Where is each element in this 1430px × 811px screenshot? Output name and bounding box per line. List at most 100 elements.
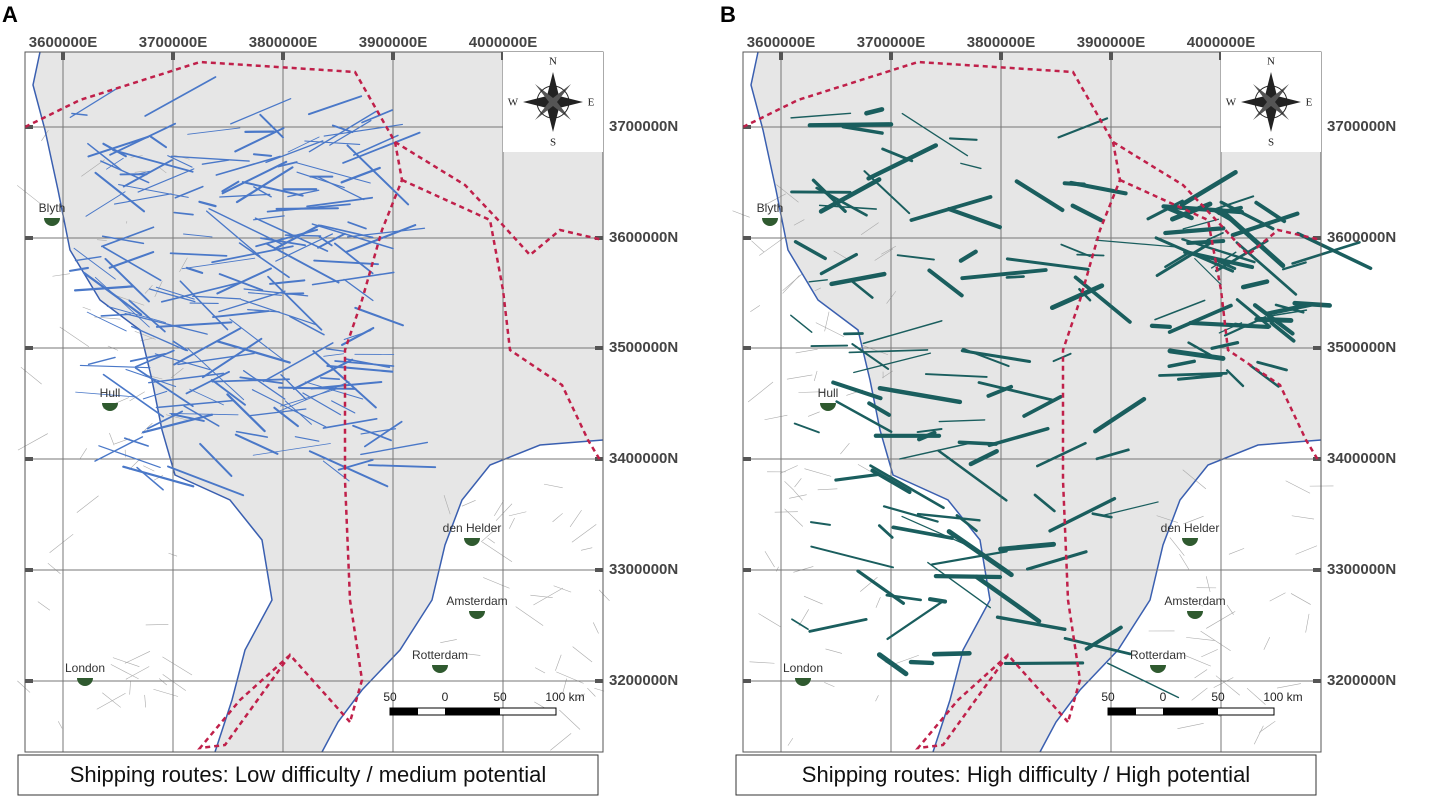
road (1276, 683, 1301, 689)
shipping-route (790, 314, 813, 333)
shipping-route (265, 140, 324, 163)
land (1040, 440, 1321, 752)
shipping-route (325, 348, 345, 352)
city-label: Blyth (757, 201, 784, 215)
road (154, 280, 163, 297)
boundary (401, 178, 602, 461)
shipping-route (144, 76, 217, 117)
road (1228, 548, 1245, 555)
shipping-route (367, 464, 437, 469)
scale-label: 50 (1211, 690, 1225, 704)
x-tick-label: 3900000E (359, 34, 427, 51)
road (146, 374, 163, 380)
shipping-route (1036, 441, 1087, 468)
shipping-route (363, 420, 403, 448)
x-tick-label: 3700000E (857, 34, 925, 51)
shipping-route (179, 280, 229, 331)
shipping-route (998, 541, 1057, 552)
road (895, 654, 919, 664)
road (776, 184, 799, 203)
shipping-route (867, 401, 892, 417)
shipping-route (177, 352, 255, 366)
shipping-route (1161, 204, 1245, 215)
compass-star (1253, 84, 1289, 120)
road (179, 257, 188, 273)
land (25, 52, 272, 752)
shipping-route (1225, 369, 1245, 388)
road (875, 596, 881, 608)
shipping-route (342, 131, 421, 164)
shipping-route (155, 321, 233, 328)
road (840, 442, 850, 455)
road (1305, 613, 1310, 633)
road (143, 465, 155, 472)
shipping-route (183, 233, 213, 238)
scale-label: 100 km (1263, 690, 1302, 704)
shipping-route (968, 448, 999, 467)
shipping-route (361, 109, 394, 124)
shipping-route (307, 95, 363, 116)
road (774, 511, 798, 513)
shipping-route (189, 388, 224, 406)
shipping-route (254, 217, 329, 252)
shipping-route (809, 521, 831, 526)
shipping-route (186, 347, 245, 401)
shipping-route (273, 406, 299, 428)
caption-box (17, 754, 599, 796)
shipping-route (75, 391, 134, 398)
road (758, 613, 782, 628)
shipping-route (1240, 279, 1270, 290)
shipping-route (230, 98, 292, 125)
shipping-route (265, 242, 340, 284)
shipping-route (1048, 496, 1117, 533)
road (751, 240, 765, 253)
shipping-route (863, 170, 911, 215)
shipping-route (958, 249, 978, 263)
boundary (742, 60, 1122, 723)
scale-label: 50 (493, 690, 507, 704)
shipping-route (100, 226, 155, 248)
road (79, 448, 87, 460)
road (82, 306, 91, 311)
shipping-route (125, 368, 177, 388)
shipping-route (221, 180, 240, 193)
shipping-route (1194, 257, 1222, 286)
road (20, 366, 42, 385)
city-label: Hull (100, 386, 121, 400)
shipping-route (829, 271, 887, 287)
shipping-route (322, 418, 378, 429)
shipping-route (1206, 231, 1224, 241)
compass-letter: S (550, 137, 556, 149)
shipping-route (1155, 240, 1214, 278)
map-panel: A 3600000E 3700000E 3800000E 3900000E 4000000… (2, 2, 678, 796)
road (1191, 687, 1208, 701)
road (817, 488, 838, 491)
y-tick-label: 3700000N (1327, 118, 1396, 135)
road (571, 524, 597, 543)
shipping-route (1107, 662, 1180, 699)
shipping-route (148, 288, 196, 303)
caption: Shipping routes: High difficulty / High … (802, 762, 1250, 787)
boundary (915, 653, 1069, 750)
road (798, 391, 825, 393)
road (574, 693, 586, 702)
y-tick-label: 3200000N (609, 672, 678, 689)
x-tick-label: 4000000E (469, 34, 537, 51)
shipping-route (87, 142, 122, 171)
y-tick-label: 3700000N (609, 118, 678, 135)
shipping-route (181, 257, 256, 270)
shipping-route (216, 340, 291, 364)
shipping-route (955, 514, 978, 533)
x-tick-label: 3600000E (747, 34, 815, 51)
shipping-route (308, 450, 389, 488)
road (1156, 515, 1178, 523)
shipping-route (977, 381, 1054, 402)
scale-bar (445, 708, 500, 715)
road (803, 595, 823, 605)
shipping-route (277, 386, 357, 390)
shipping-route (869, 464, 945, 510)
road (762, 193, 786, 207)
shipping-route (1256, 360, 1288, 372)
shipping-route (216, 267, 272, 295)
shipping-route (1167, 359, 1196, 368)
